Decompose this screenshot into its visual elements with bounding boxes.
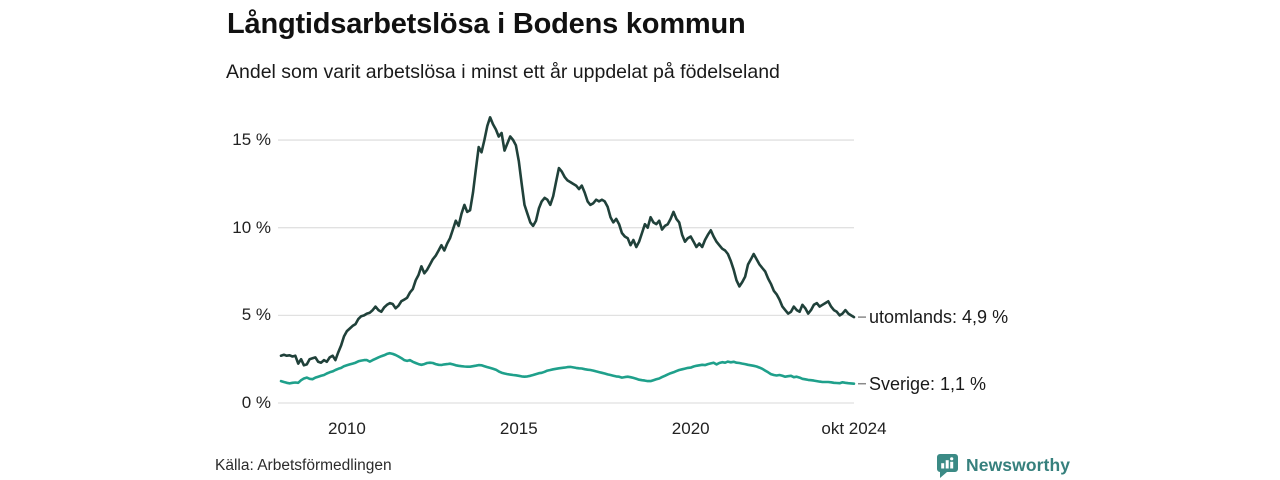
series-label-dashes (858, 316, 866, 385)
y-axis-label-10: 10 % (232, 217, 271, 237)
y-axis-label-0: 0 % (241, 393, 271, 412)
series-label-sverige: Sverige: 1,1 % (869, 373, 987, 394)
x-axis-label-2020: 2020 (671, 419, 710, 438)
y-axis-label-5: 5 % (241, 305, 271, 325)
newsworthy-logo: Newsworthy (936, 453, 1070, 478)
chart-title: Långtidsarbetslösa i Bodens kommun (227, 8, 746, 40)
source-note: Källa: Arbetsförmedlingen (215, 457, 392, 474)
series-label-utomlands: utomlands: 4,9 % (869, 307, 1009, 328)
chart-subtitle: Andel som varit arbetslösa i minst ett å… (226, 61, 780, 83)
series-line-sverige (279, 351, 856, 386)
newsworthy-logo-text: Newsworthy (966, 455, 1071, 475)
x-axis-label-okt-2024: okt 2024 (821, 419, 887, 438)
y-axis-label-15: 15 % (232, 130, 271, 150)
x-axis-label-2010: 2010 (327, 419, 366, 438)
x-axis-label-2015: 2015 (499, 419, 538, 438)
bar-chart-bubble-icon (937, 454, 958, 478)
series-line-utomlands (279, 116, 856, 367)
gridlines (278, 139, 854, 404)
